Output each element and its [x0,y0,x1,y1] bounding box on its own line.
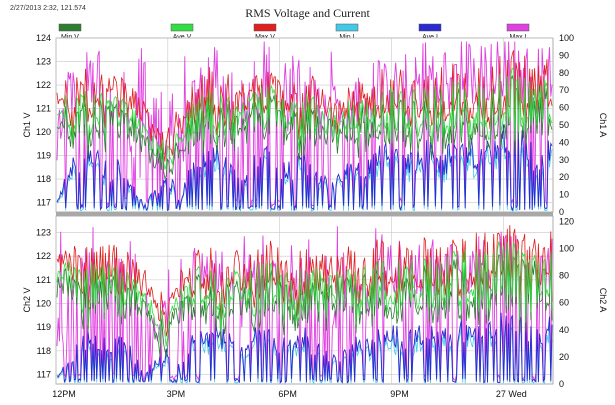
y-tick-label-right: 100 [559,33,574,43]
x-tick-label: 12PM [52,389,76,399]
series-ave-v-ch2 [56,241,553,347]
y-tick-label-right: 10 [559,190,569,200]
legend-label: Ave I [422,34,438,41]
series-min-v-ch2 [56,248,553,357]
x-tick-label: 9PM [390,389,409,399]
timestamp-readout: 2/27/2013 2:32, 121.574 [10,5,86,12]
y-tick-label-right: 70 [559,85,569,95]
y-tick-label-left: 121 [36,275,51,285]
y-tick-label-right: 80 [559,68,569,78]
legend-label: Min V [61,34,79,41]
x-tick-label: 3PM [167,389,186,399]
y-tick-label-right: 30 [559,155,569,165]
y-tick-label-left: 121 [36,104,51,114]
y-axis-label-left: Ch2 V [22,287,32,312]
legend-label: Min I [339,34,354,41]
y-tick-label-left: 123 [36,228,51,238]
y-tick-label-left: 117 [37,198,51,208]
y-tick-label-left: 119 [37,322,51,332]
legend-label: Max V [255,34,275,41]
y-tick-label-left: 120 [36,127,51,137]
legend-label: Ave V [173,34,192,41]
legend-label: Max I [509,34,526,41]
series-ave-v-ch1 [57,67,553,170]
chart-title: RMS Voltage and Current [245,6,370,20]
legend-swatch [253,23,277,32]
y-tick-label-right: 60 [559,103,569,113]
y-tick-label-left: 118 [37,346,51,356]
y-tick-label-right: 50 [559,120,569,130]
series-min-v-ch1 [56,74,553,180]
y-tick-label-right: 100 [559,244,574,254]
y-tick-label-right: 40 [559,325,569,335]
series-max-i-ch1 [56,41,553,210]
y-tick-label-left: 123 [36,57,51,67]
legend-swatch [418,23,442,32]
y-tick-label-right: 20 [559,172,569,182]
x-tick-label: 27 Wed [496,389,527,399]
y-tick-label-right: 20 [559,352,569,362]
y-tick-label-left: 124 [36,33,51,43]
y-axis-label-right: Ch2 A [598,288,608,313]
y-tick-label-right: 120 [559,216,574,226]
y-tick-label-left: 122 [36,251,51,261]
y-tick-label-right: 40 [559,137,569,147]
y-tick-label-right: 0 [559,207,564,217]
legend-swatch [506,23,530,32]
y-tick-label-right: 80 [559,271,569,281]
y-tick-label-left: 118 [37,174,51,184]
series-ave-i-ch1 [56,118,553,212]
y-tick-label-left: 120 [36,299,51,309]
legend-swatch [58,23,82,32]
y-tick-label-left: 117 [37,370,51,380]
x-tick-label: 6PM [278,389,297,399]
y-axis-label-left: Ch1 V [22,112,32,137]
y-tick-label-right: 0 [559,379,564,389]
y-tick-label-left: 122 [36,80,51,90]
series-max-v-ch1 [56,50,553,162]
series-max-v-ch2 [56,225,553,337]
y-tick-label-right: 90 [559,50,569,60]
legend-swatch [170,23,194,32]
legend-swatch [335,23,359,32]
panel-divider [56,212,553,216]
y-axis-label-right: Ch1 A [598,113,608,138]
series-ave-i-ch2 [56,312,553,384]
y-tick-label-left: 119 [37,151,51,161]
y-tick-label-right: 60 [559,298,569,308]
